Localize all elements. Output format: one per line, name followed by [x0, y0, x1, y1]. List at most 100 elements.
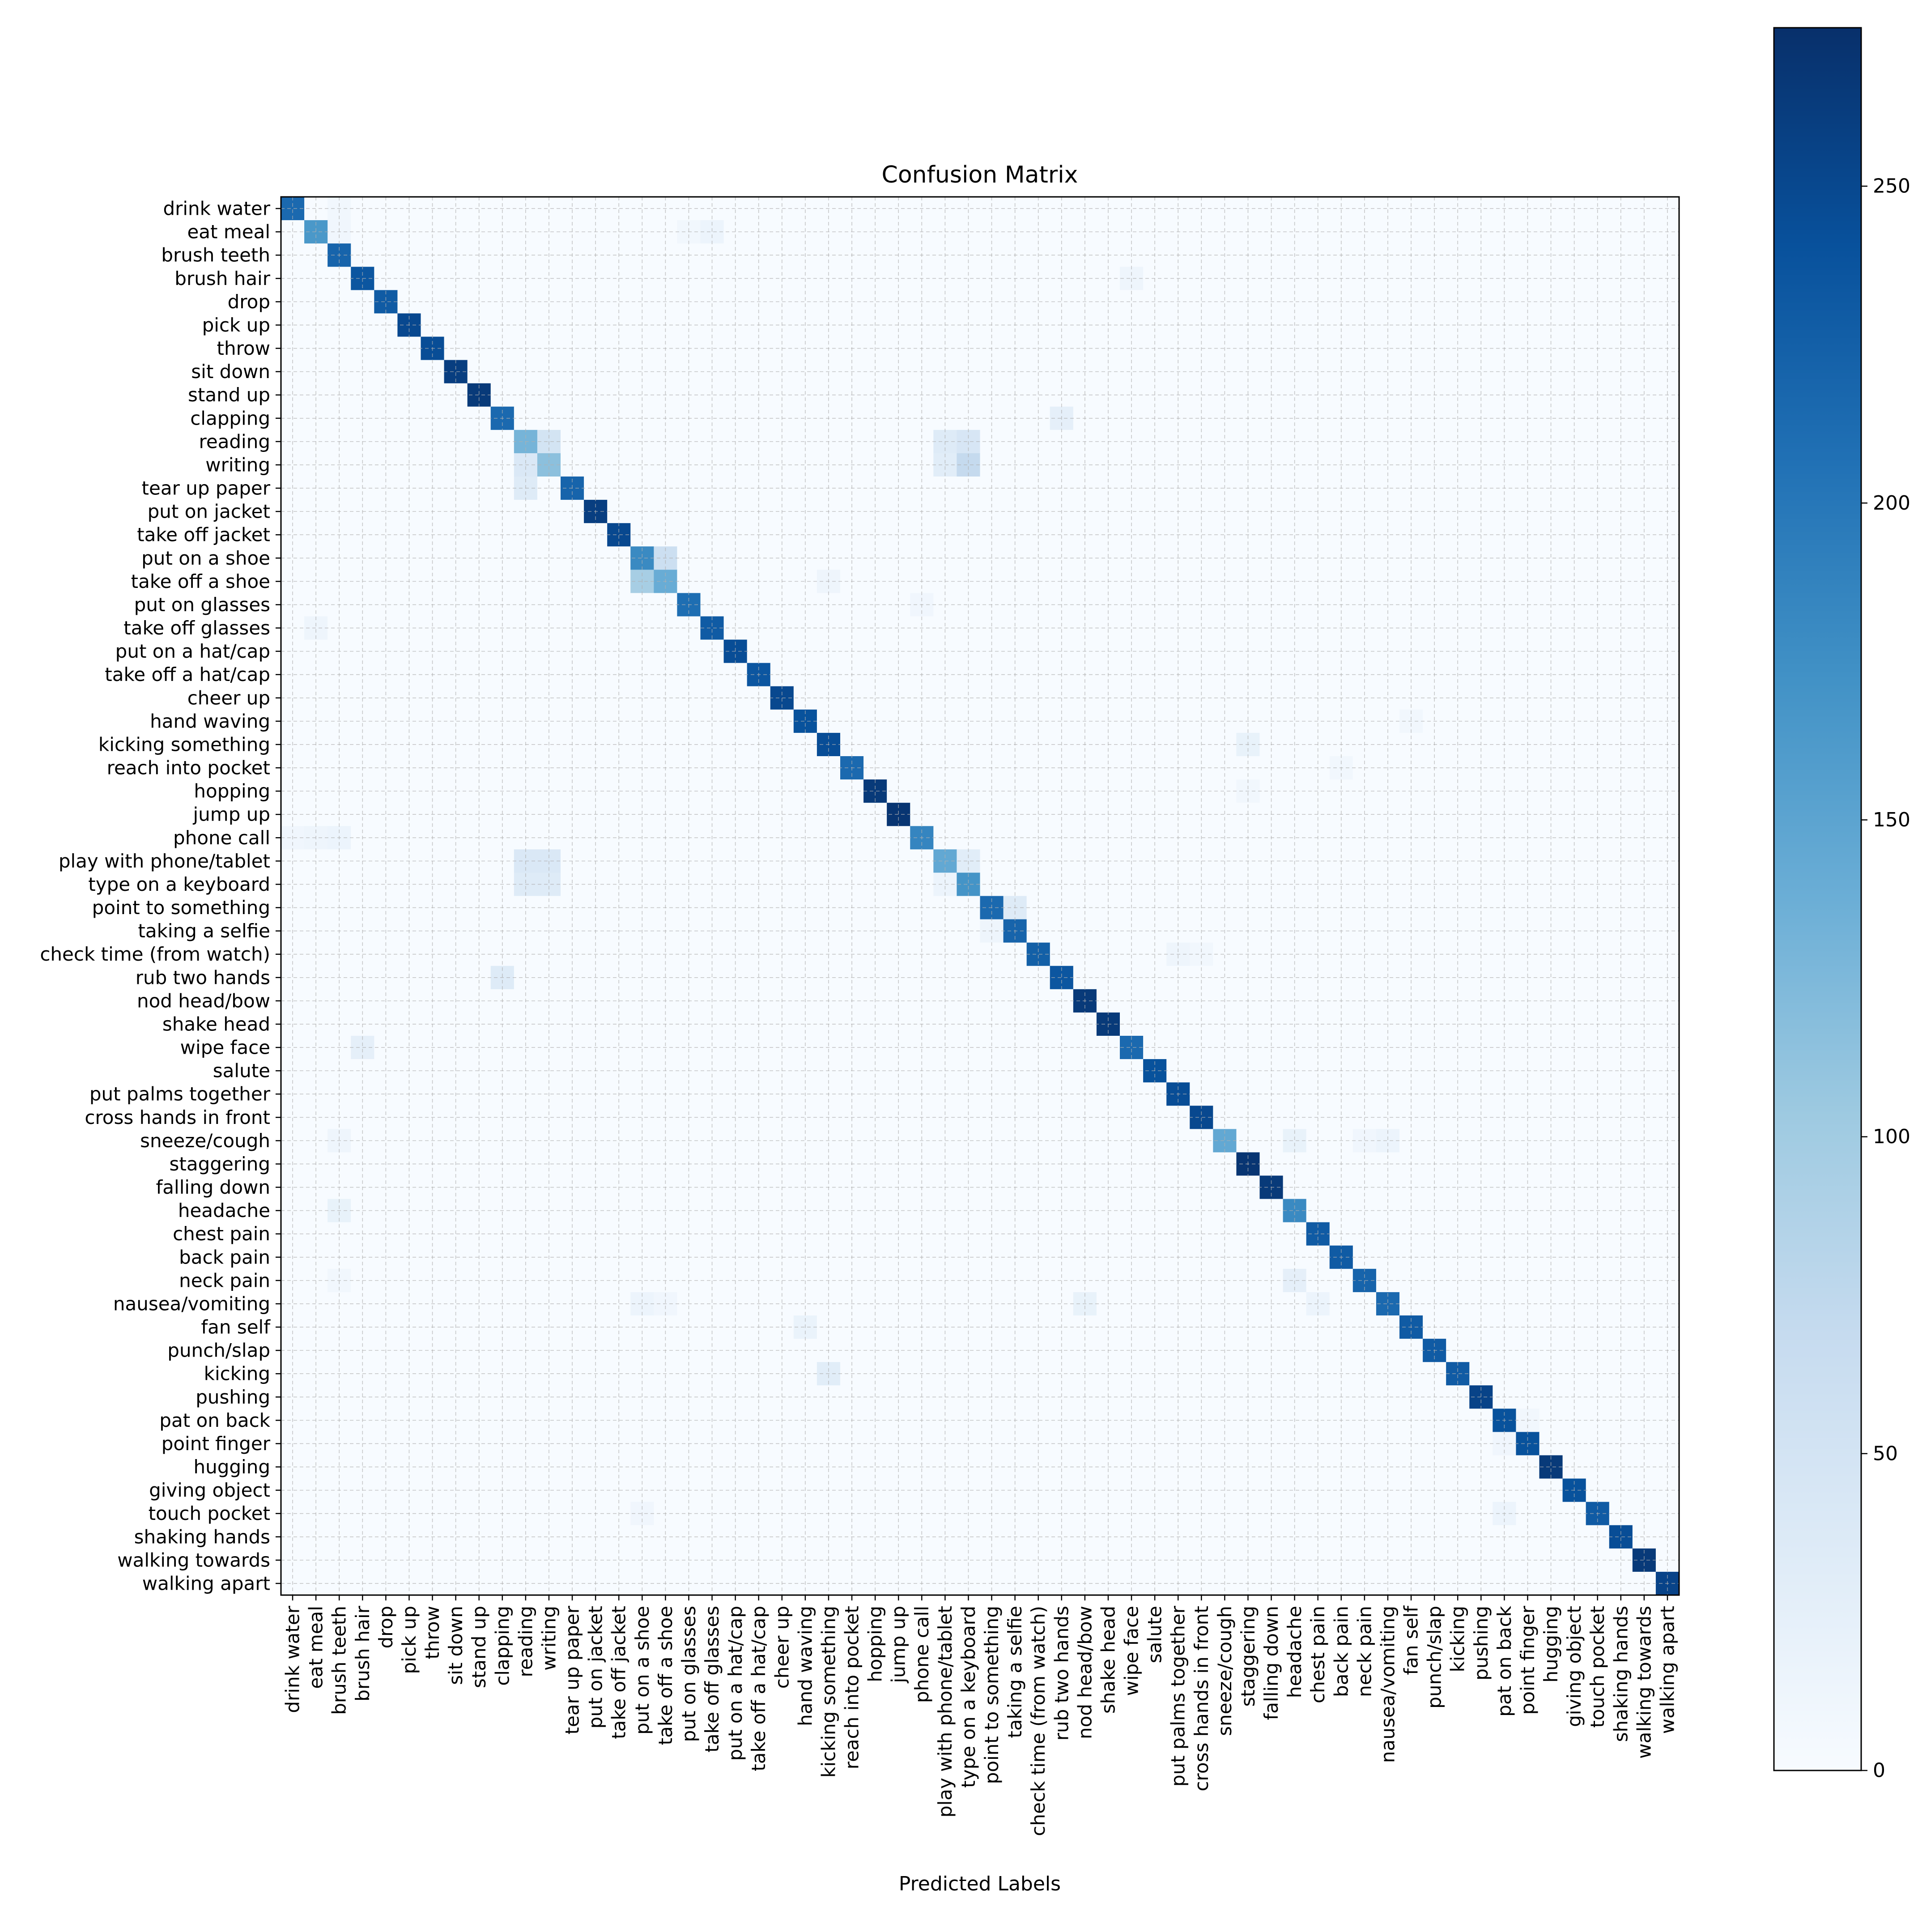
x-tick-label: hand waving [794, 1606, 816, 1726]
colorbar-ticks: 0 50 100 150 200 250 [1861, 175, 1910, 1782]
colorbar-gradient [1773, 27, 1862, 1771]
y-tick-label: nod head/bow [137, 990, 270, 1012]
y-tick-label: play with phone/tablet [59, 850, 270, 872]
y-tick-label: put palms together [89, 1083, 271, 1105]
x-tick-label: phone call [911, 1606, 933, 1703]
x-tick-label: put on glasses [678, 1606, 700, 1742]
y-tick-label: put on a shoe [141, 547, 270, 569]
x-tick-label: throw [421, 1606, 443, 1659]
x-tick-label: hugging [1540, 1606, 1562, 1683]
y-tick-label: falling down [156, 1176, 271, 1198]
x-tick-label: shake head [1097, 1606, 1119, 1714]
x-tick-label: sneeze/cough [1214, 1606, 1236, 1736]
y-tick-label: reading [199, 430, 270, 452]
x-tick-label: walking apart [1656, 1606, 1678, 1734]
y-tick-label: punch/slap [167, 1340, 270, 1362]
x-tick-label: nausea/vomiting [1377, 1606, 1399, 1763]
y-tick-label: writing [205, 454, 270, 476]
y-tick-label: drop [228, 291, 270, 313]
x-tick-label: kicking [1447, 1606, 1469, 1672]
x-tick-label: brush teeth [328, 1606, 350, 1715]
y-tick-label: type on a keyboard [88, 873, 270, 895]
x-tick-label: neck pain [1353, 1606, 1375, 1697]
y-tick-label: hand waving [150, 710, 270, 732]
x-tick-label: tear up paper [561, 1605, 583, 1734]
y-tick-label: walking apart [142, 1572, 270, 1594]
y-tick-label: kicking something [98, 733, 270, 755]
y-tick-label: point finger [162, 1433, 271, 1455]
x-axis-ticks: drink water eat meal brush teeth brush hair… [282, 1595, 1678, 1836]
y-tick-label: neck pain [179, 1269, 270, 1291]
y-tick-label: cheer up [187, 687, 270, 709]
y-tick-label: touch pocket [149, 1502, 270, 1524]
x-tick-label: staggering [1237, 1606, 1259, 1706]
y-tick-label: pat on back [159, 1409, 270, 1431]
y-tick-label: reach into pocket [107, 757, 270, 779]
y-tick-label: brush hair [174, 268, 270, 289]
y-tick-label: take off jacket [137, 524, 270, 546]
y-tick-label: take off glasses [123, 617, 270, 639]
x-tick-label: hopping [864, 1606, 886, 1682]
y-tick-label: rub two hands [136, 966, 270, 988]
x-tick-label: check time (from watch) [1027, 1606, 1049, 1836]
x-tick-label: eat meal [305, 1606, 327, 1689]
x-tick-label: taking a selfie [1004, 1606, 1026, 1738]
y-tick-label: sneeze/cough [140, 1130, 270, 1152]
y-tick-label: fan self [201, 1316, 271, 1338]
colorbar-tick-label: 100 [1873, 1125, 1910, 1148]
y-tick-label: back pain [179, 1246, 270, 1268]
x-tick-label: play with phone/tablet [934, 1606, 956, 1817]
x-tick-label: put palms together [1167, 1605, 1189, 1787]
y-tick-label: staggering [170, 1153, 270, 1175]
y-tick-label: walking towards [117, 1549, 270, 1571]
x-tick-label: stand up [468, 1606, 490, 1688]
x-tick-label: take off a shoe [655, 1606, 676, 1745]
colorbar-tick-label: 0 [1873, 1759, 1885, 1782]
x-tick-label: nod head/bow [1074, 1606, 1096, 1739]
x-tick-label: headache [1284, 1606, 1306, 1698]
y-tick-label: cross hands in front [85, 1106, 270, 1128]
y-tick-label: put on jacket [148, 501, 270, 523]
x-tick-label: back pain [1330, 1606, 1352, 1697]
x-tick-label: shaking hands [1610, 1606, 1632, 1742]
y-tick-label: brush teeth [161, 244, 270, 266]
y-tick-label: pick up [202, 314, 270, 336]
x-tick-label: pick up [398, 1606, 420, 1674]
x-tick-label: cross hands in front [1191, 1606, 1212, 1792]
y-tick-label: headache [178, 1200, 270, 1221]
x-tick-label: clapping [491, 1606, 513, 1686]
y-tick-label: sit down [191, 361, 270, 383]
y-tick-label: giving object [149, 1479, 270, 1501]
y-tick-label: nausea/vomiting [113, 1293, 270, 1315]
x-tick-label: touch pocket [1586, 1606, 1608, 1728]
x-tick-label: pushing [1470, 1606, 1492, 1681]
y-tick-label: eat meal [187, 221, 270, 243]
y-tick-label: take off a hat/cap [105, 664, 270, 685]
x-axis-label: Predicted Labels [899, 1872, 1061, 1895]
x-tick-label: jump up [888, 1606, 910, 1684]
x-tick-label: take off glasses [701, 1606, 723, 1753]
y-tick-label: put on a hat/cap [115, 640, 270, 662]
x-tick-label: cheer up [771, 1606, 793, 1689]
x-tick-label: kicking something [817, 1606, 839, 1778]
y-tick-label: chest pain [173, 1223, 270, 1245]
x-tick-label: writing [538, 1606, 560, 1671]
x-tick-label: point finger [1517, 1605, 1539, 1715]
x-tick-label: reading [515, 1606, 536, 1677]
colorbar: 0 50 100 150 200 250 [1773, 27, 1910, 1782]
y-tick-label: salute [213, 1060, 270, 1082]
y-tick-label: clapping [190, 407, 270, 429]
y-tick-label: shake head [162, 1013, 270, 1035]
y-tick-label: hugging [193, 1456, 270, 1478]
x-tick-label: reach into pocket [841, 1606, 863, 1769]
x-tick-label: put on a hat/cap [724, 1606, 746, 1761]
x-tick-label: chest pain [1307, 1606, 1329, 1703]
x-tick-label: put on jacket [585, 1606, 607, 1728]
x-tick-label: take off a hat/cap [748, 1606, 770, 1771]
y-tick-label: hopping [194, 780, 270, 802]
y-tick-label: tear up paper [142, 477, 271, 499]
x-tick-label: brush hair [352, 1605, 374, 1701]
y-tick-label: take off a shoe [131, 570, 270, 592]
